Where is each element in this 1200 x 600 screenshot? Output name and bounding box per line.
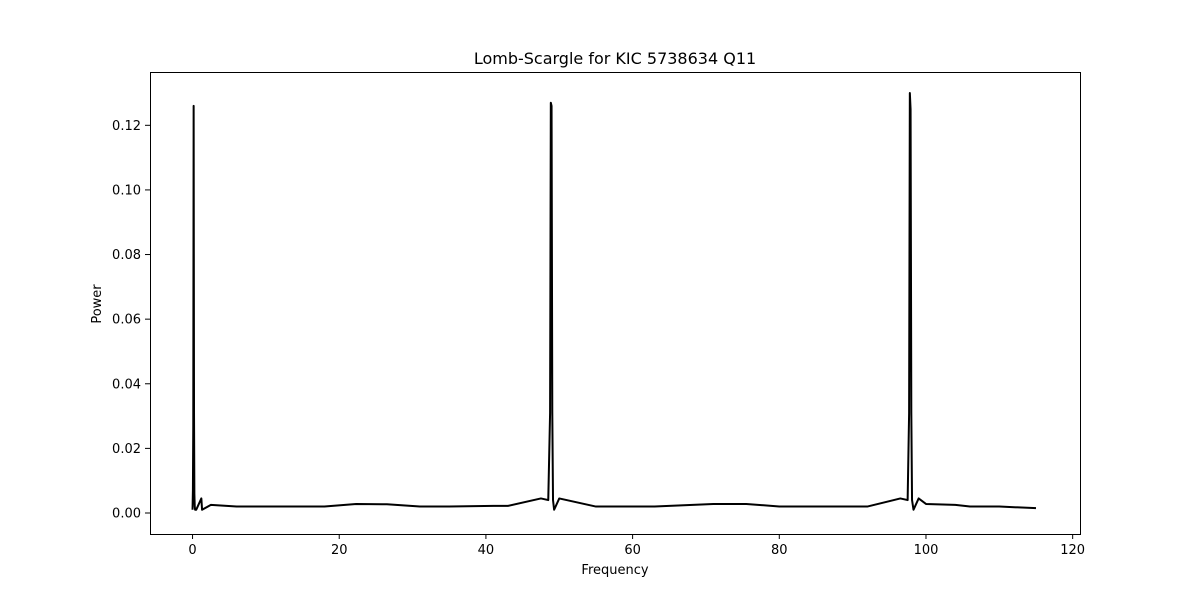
x-tick-label: 60 — [624, 543, 641, 558]
x-tick-label: 120 — [1060, 543, 1085, 558]
x-tick-label: 100 — [914, 543, 939, 558]
x-tick-label: 20 — [331, 543, 348, 558]
x-tick-label: 0 — [188, 543, 196, 558]
plot-area — [150, 72, 1081, 535]
series-layer — [191, 92, 1037, 511]
y-tick-label: 0.10 — [112, 183, 141, 198]
y-tick-label: 0.08 — [112, 248, 141, 263]
y-tick-label: 0.02 — [112, 442, 141, 457]
y-tick-label: 0.12 — [112, 119, 141, 134]
x-axis-label: Frequency — [581, 563, 648, 578]
y-axis-label: Power — [90, 284, 105, 324]
x-tick-label: 40 — [478, 543, 495, 558]
y-tick-label: 0.04 — [112, 377, 141, 392]
y-axis: 0.00 0.02 0.04 0.06 0.08 0.10 0.12 — [112, 119, 150, 522]
x-axis: 0 20 40 60 80 100 120 — [188, 534, 1085, 558]
y-tick-label: 0.06 — [112, 313, 141, 328]
chart-title: Lomb-Scargle for KIC 5738634 Q11 — [474, 49, 756, 68]
x-tick-label: 80 — [771, 543, 788, 558]
y-tick-label: 0.00 — [112, 507, 141, 522]
series-line — [191, 92, 1037, 511]
plot-frame — [150, 72, 1081, 535]
